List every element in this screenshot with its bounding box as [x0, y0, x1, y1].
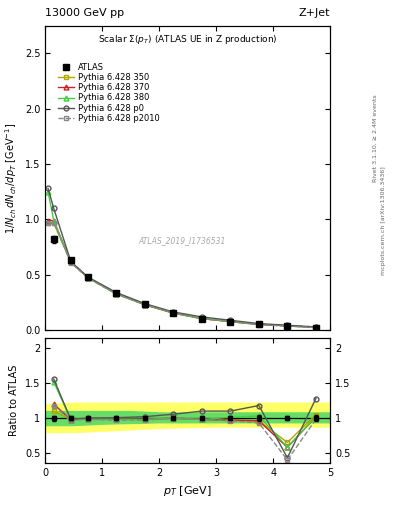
- Text: Z+Jet: Z+Jet: [299, 8, 330, 18]
- Y-axis label: $1/N_{ch}\,dN_{ch}/dp_T$ [GeV$^{-1}$]: $1/N_{ch}\,dN_{ch}/dp_T$ [GeV$^{-1}$]: [4, 122, 19, 233]
- Text: 13000 GeV pp: 13000 GeV pp: [45, 8, 124, 18]
- Y-axis label: Ratio to ATLAS: Ratio to ATLAS: [9, 365, 19, 436]
- Text: mcplots.cern.ch [arXiv:1306.3436]: mcplots.cern.ch [arXiv:1306.3436]: [381, 166, 386, 274]
- Text: Rivet 3.1.10, ≥ 2.4M events: Rivet 3.1.10, ≥ 2.4M events: [373, 94, 378, 182]
- Legend: ATLAS, Pythia 6.428 350, Pythia 6.428 370, Pythia 6.428 380, Pythia 6.428 p0, Py: ATLAS, Pythia 6.428 350, Pythia 6.428 37…: [55, 60, 163, 125]
- Text: ATLAS_2019_I1736531: ATLAS_2019_I1736531: [138, 236, 226, 245]
- X-axis label: $p_T$ [GeV]: $p_T$ [GeV]: [163, 484, 212, 498]
- Text: Scalar $\Sigma(p_T)$ (ATLAS UE in Z production): Scalar $\Sigma(p_T)$ (ATLAS UE in Z prod…: [98, 33, 277, 46]
